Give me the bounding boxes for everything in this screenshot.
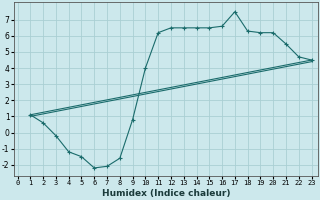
X-axis label: Humidex (Indice chaleur): Humidex (Indice chaleur) bbox=[101, 189, 230, 198]
